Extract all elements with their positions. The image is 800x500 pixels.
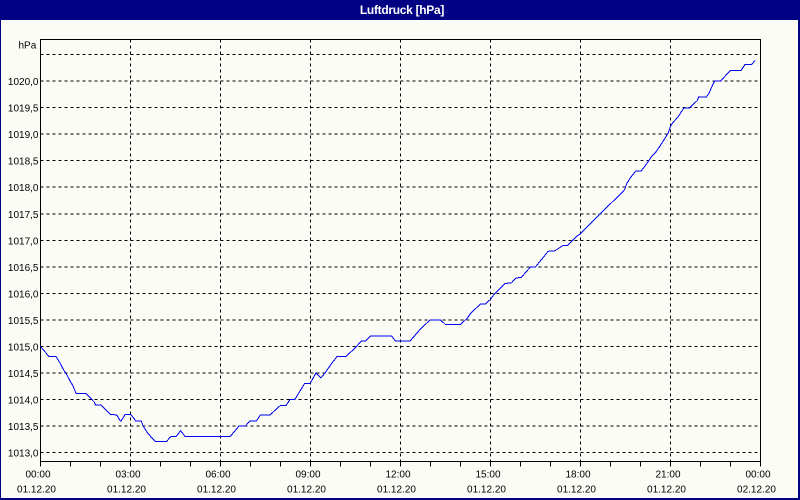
svg-text:1015,0: 1015,0 xyxy=(8,342,39,353)
svg-text:1016,0: 1016,0 xyxy=(8,289,39,300)
svg-text:Luftdruck [hPa]: Luftdruck [hPa] xyxy=(360,3,444,17)
svg-text:1016,5: 1016,5 xyxy=(8,263,39,274)
svg-text:1019,5: 1019,5 xyxy=(8,104,39,115)
svg-text:00:00: 00:00 xyxy=(745,470,770,481)
svg-text:21:00: 21:00 xyxy=(655,470,680,481)
svg-text:01.12.20: 01.12.20 xyxy=(17,485,56,496)
svg-text:01.12.20: 01.12.20 xyxy=(107,485,146,496)
svg-text:1018,0: 1018,0 xyxy=(8,183,39,194)
svg-text:1013,0: 1013,0 xyxy=(8,449,39,460)
svg-text:01.12.20: 01.12.20 xyxy=(197,485,236,496)
svg-text:1013,5: 1013,5 xyxy=(8,422,39,433)
svg-text:01.12.20: 01.12.20 xyxy=(287,485,326,496)
svg-text:01.12.20: 01.12.20 xyxy=(647,485,686,496)
svg-text:1014,0: 1014,0 xyxy=(8,395,39,406)
svg-text:15:00: 15:00 xyxy=(475,470,500,481)
svg-text:1017,5: 1017,5 xyxy=(8,210,39,221)
svg-text:03:00: 03:00 xyxy=(115,470,140,481)
svg-text:06:00: 06:00 xyxy=(205,470,230,481)
svg-text:00:00: 00:00 xyxy=(25,470,50,481)
svg-text:1020,0: 1020,0 xyxy=(8,77,39,88)
svg-text:1019,0: 1019,0 xyxy=(8,130,39,141)
svg-text:1015,5: 1015,5 xyxy=(8,316,39,327)
svg-text:18:00: 18:00 xyxy=(565,470,590,481)
svg-text:1017,0: 1017,0 xyxy=(8,236,39,247)
svg-text:01.12.20: 01.12.20 xyxy=(377,485,416,496)
svg-text:01.12.20: 01.12.20 xyxy=(467,485,506,496)
svg-text:12:00: 12:00 xyxy=(385,470,410,481)
svg-text:hPa: hPa xyxy=(19,40,37,51)
svg-text:01.12.20: 01.12.20 xyxy=(557,485,596,496)
svg-text:1018,5: 1018,5 xyxy=(8,157,39,168)
svg-text:1014,5: 1014,5 xyxy=(8,369,39,380)
svg-text:09:00: 09:00 xyxy=(295,470,320,481)
svg-text:02.12.20: 02.12.20 xyxy=(737,485,776,496)
